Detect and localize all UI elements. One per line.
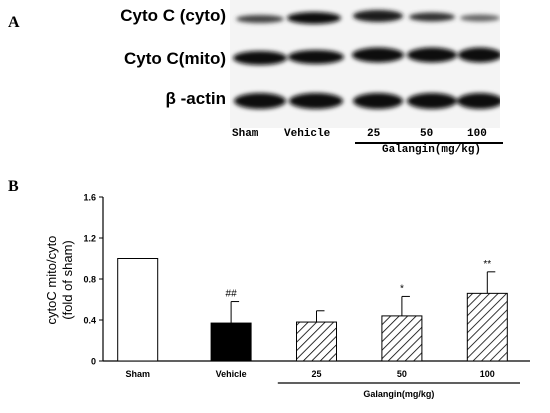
- lane-label-vehicle: Vehicle: [284, 128, 331, 140]
- x-tick-label: Vehicle: [216, 369, 247, 379]
- y-tick-label: 1.2: [83, 234, 96, 244]
- x-group-label: Galangin(mg/kg): [363, 389, 434, 399]
- blot-label-cyto-c-cyto: Cyto C (cyto): [120, 6, 226, 25]
- band-row-cyto-c-mito: [233, 47, 502, 65]
- lane-label-25: 25: [367, 128, 381, 140]
- panel-a-letter: A: [8, 14, 20, 31]
- panel-b-letter: B: [8, 178, 19, 195]
- bar-50: [381, 315, 423, 362]
- x-tick-label: 25: [311, 369, 321, 379]
- band-row-beta-actin: [234, 93, 503, 109]
- bar-chart: cytoC mito/cyto (fold of sham) 0 0.4 0.8 1.2…: [0, 180, 550, 408]
- lane-label-sham: Sham: [232, 128, 259, 140]
- blot-group-label: Galangin(mg/kg): [382, 144, 482, 156]
- y-axis-label-group: cytoC mito/cyto (fold of sham): [44, 236, 75, 325]
- blot-label-cyto-c-mito: Cyto C(mito): [124, 49, 226, 68]
- y-tick-label: 1.6: [83, 193, 96, 203]
- western-blot-image: [230, 0, 503, 128]
- bar-25: [296, 321, 337, 362]
- bar-sham: [117, 258, 159, 362]
- blot-label-beta-actin: β -actin: [165, 89, 226, 108]
- y-axis-label-line: (fold of sham): [60, 240, 75, 319]
- chart-bars: Sham ## Vehicle 25 * 50 ** 100 Galangin(mg/kg): [117, 258, 520, 399]
- significance-marker: *: [400, 283, 404, 294]
- lane-label-50: 50: [420, 128, 434, 140]
- lane-label-100: 100: [467, 128, 487, 140]
- bar-vehicle: [210, 322, 252, 362]
- y-tick-label: 0.4: [83, 316, 96, 326]
- y-tick-label: 0: [91, 357, 96, 367]
- y-tick-label: 0.8: [83, 275, 96, 285]
- x-tick-label: Sham: [125, 369, 150, 379]
- x-tick-label: 50: [397, 369, 407, 379]
- bar-100: [466, 292, 508, 362]
- significance-marker: ##: [226, 289, 238, 300]
- band-row-cyto-c-cyto: [236, 10, 500, 24]
- blot-group-underline: [355, 142, 503, 144]
- y-axis-label-line: cytoC mito/cyto: [44, 236, 59, 325]
- x-tick-label: 100: [480, 369, 495, 379]
- significance-marker: **: [483, 259, 491, 270]
